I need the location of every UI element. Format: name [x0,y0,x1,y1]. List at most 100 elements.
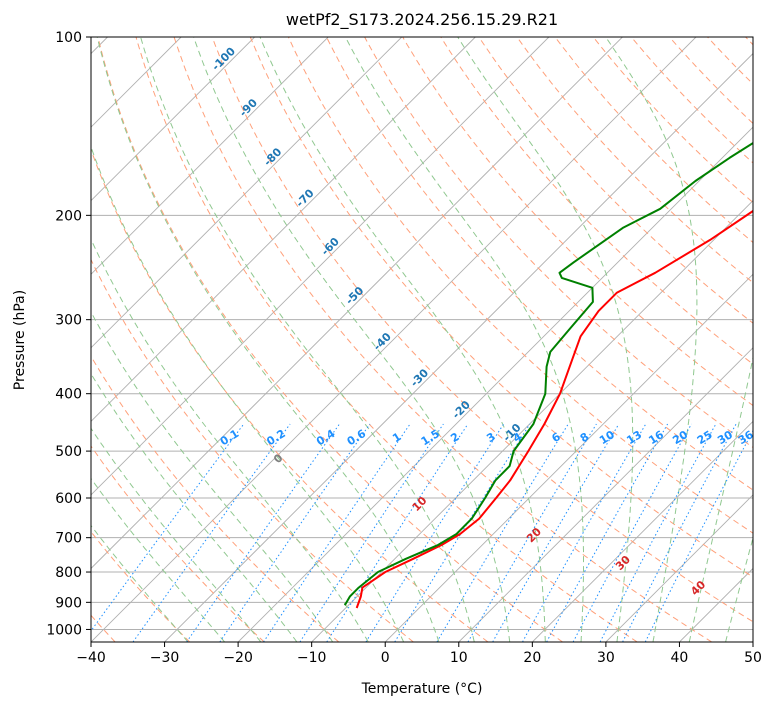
isotherm-line [237,126,753,642]
isotherm-grid [91,37,753,642]
dry-adiabat-line [91,445,265,642]
plot-frame [90,36,754,643]
dewpoint-line [343,141,753,606]
isotherm-line [91,37,697,642]
mixing-ratio-line [546,423,669,642]
mixing-ratio-label: 10 [597,428,617,447]
dry-adiabat-line [440,37,753,365]
isotherm-line [91,37,623,570]
moist-adiabat-line [344,37,584,642]
x-tick-label: −40 [76,650,106,666]
isotherm-line [679,567,753,642]
mixing-ratio-label: 0.2 [264,427,287,448]
mixing-ratio-label: 3 [484,430,497,445]
x-tick-label: 40 [671,650,689,666]
dry-adiabat-line [630,37,753,164]
moist-adiabat-line [605,37,698,642]
moist-adiabat-line [140,37,475,642]
isotherm-line [91,37,403,349]
dry-adiabat-label: -50 [343,284,366,307]
y-tick-label: 100 [55,30,82,46]
x-axis-label: Temperature (°C) [361,681,483,697]
mixing-ratio-line [644,429,753,642]
chart-title: wetPf2_S173.2024.256.15.29.R21 [286,10,558,30]
mixing-ratio-label: 1 [390,430,403,445]
moist-adiabat-line [91,427,262,642]
isotherm-line [91,37,550,496]
y-tick-label: 500 [55,444,82,460]
mixing-ratio-line [522,423,647,642]
moist-adiabat-line [193,37,511,642]
dry-adiabat-line [707,37,753,85]
y-tick-label: 400 [55,387,82,403]
moist-adiabat-line [259,37,546,642]
isotherm-line [605,494,753,642]
dry-adiabat-line [97,37,563,642]
y-axis: 100 200 300 400 500 600 700 800 900 1000 [46,30,91,638]
x-tick-label: −10 [297,650,327,666]
x-tick-label: 0 [381,650,390,666]
y-tick-label: 900 [55,595,82,611]
moist-adiabat-line [91,372,298,642]
dry-adiabat-line [135,37,638,642]
dry-adiabat-line [173,37,713,642]
mixing-ratio-label: 0.4 [314,427,338,449]
isotherm-line [91,37,476,422]
isotherm-line [384,273,753,642]
moist-adiabat-line [91,145,405,642]
sounding-series [343,141,753,609]
x-tick-label: 20 [523,650,541,666]
dry-adiabat-line [402,37,753,407]
x-tick-label: −20 [223,650,253,666]
mixing-ratio-line [365,423,505,642]
dry-adiabat-line [91,355,340,642]
y-tick-label: 700 [55,531,82,547]
dry-adiabat-label: -90 [237,96,260,119]
dry-adiabat-line [91,530,191,642]
dry-adiabat-line [364,37,753,449]
mixing-ratio-line [467,423,597,642]
moist-adiabat-label: 20 [524,525,544,545]
temperature-line [355,209,753,609]
mixing-ratio-line [263,423,411,642]
mixing-ratio-line [186,423,340,642]
dry-adiabat-line [516,37,753,284]
moist-adiabat-label: 40 [688,578,708,598]
y-axis-label: Pressure (hPa) [12,290,28,390]
moist-adiabat-line [688,355,753,642]
isotherm-line [164,52,753,642]
moist-adiabat-line [457,37,634,642]
y-tick-label: 800 [55,565,82,581]
dry-adiabat-line [91,258,414,642]
mixing-ratio-line [599,423,717,642]
moist-adiabat-line [762,37,775,642]
moist-adiabat-line [91,238,369,642]
dry-adiabat-line [478,37,753,324]
mixing-ratio-label: 36 [736,428,756,447]
dry-adiabat-line [287,37,753,534]
mixing-ratio-label: 0.6 [345,427,369,449]
mixing-ratio-label: 2 [448,430,461,445]
mixing-ratio-line [326,423,469,642]
dry-adiabat-line [211,37,753,623]
mixing-ratio-line [132,423,291,642]
x-axis: −40 −30 −20 −10 0 10 20 30 40 50 [76,642,762,666]
isotherm-line [752,641,753,642]
dry-adiabat-label: -20 [450,398,473,421]
x-tick-label: 10 [450,650,468,666]
mixing-ratio-label: 0.1 [218,427,241,448]
mixing-ratio-label: 1.5 [419,427,442,448]
moist-adiabat-line [91,477,225,642]
mixing-ratio-line [394,423,531,642]
moist-adiabat-line [91,310,334,642]
dry-adiabat-label: -80 [261,145,284,168]
isotherm-line [91,37,255,202]
y-tick-label: 300 [55,313,82,329]
mixing-ratio-label: 30 [715,428,735,447]
mixing-ratio-line [622,423,737,642]
dry-adiabat-label: -100 [209,44,238,73]
isotherm-line [458,347,753,642]
isobar-grid [91,37,753,630]
y-tick-label: 600 [55,491,82,507]
